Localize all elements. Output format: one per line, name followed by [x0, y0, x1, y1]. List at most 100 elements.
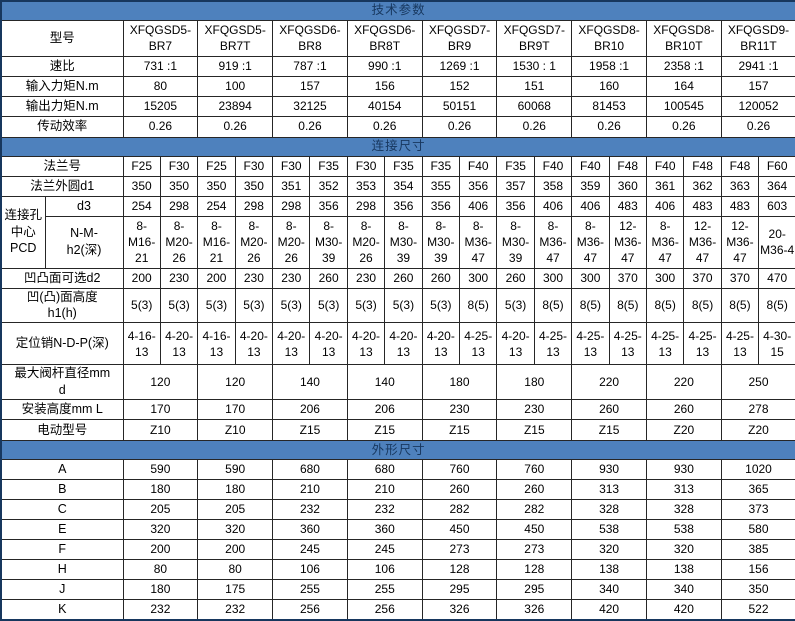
cell: 278 [720, 399, 795, 420]
row-label: 法兰号 [0, 155, 124, 177]
cell: 350 [159, 175, 199, 197]
cell: F40 [533, 155, 573, 177]
cell: 760 [496, 459, 573, 480]
section-bar-row: 技术参数 [0, 0, 795, 21]
table-row: 最大阀杆直径mm d 120 120 140 140 180 180 220 220 250 [0, 364, 795, 400]
cell: 260 [309, 267, 348, 289]
cell: 295 [421, 579, 498, 600]
cell: 731 :1 [122, 55, 199, 77]
section-bar-row: 外形尺寸 [0, 440, 795, 460]
cell: 4-20-13 [384, 322, 423, 366]
cell: 340 [645, 579, 722, 600]
row-label: 最大阀杆直径mm d [0, 364, 124, 400]
cell: Z15 [496, 419, 573, 441]
cell: 357 [496, 175, 535, 197]
cell: 373 [720, 499, 795, 520]
cell: 140 [346, 364, 423, 400]
cell: 100545 [645, 95, 722, 117]
row-sublabel: d3 [44, 195, 124, 217]
cell: XFQGSD5-BR7 [122, 19, 199, 57]
cell: 0.26 [197, 115, 274, 138]
table-row: 法兰号 F25 F30 F25 F30 F30 F35 F30 F35 F35 F40 F35 F40 F… [0, 155, 795, 177]
cell: XFQGSD8-BR10 [571, 19, 647, 57]
row-label: E [0, 519, 124, 540]
cell: 320 [645, 539, 722, 560]
cell: F48 [683, 155, 722, 177]
cell: 81453 [571, 95, 647, 117]
cell: 522 [720, 599, 795, 620]
row-sublabel: N-M- h2(深) [44, 215, 124, 269]
cell: 359 [571, 175, 610, 197]
cell: 483 [608, 195, 647, 217]
cell: 151 [496, 75, 573, 97]
row-label: J [0, 579, 124, 600]
cell: 4-30-15 [758, 322, 795, 366]
cell: 260 [496, 267, 535, 289]
cell: 355 [421, 175, 461, 197]
cell: Z20 [720, 419, 795, 441]
cell: F30 [346, 155, 386, 177]
cell: F30 [272, 155, 311, 177]
cell: 370 [720, 267, 760, 289]
cell: 340 [571, 579, 647, 600]
cell: F35 [421, 155, 461, 177]
cell: 157 [720, 75, 795, 97]
cell: 255 [346, 579, 423, 600]
cell: 8(5) [758, 287, 795, 324]
cell: 406 [459, 195, 498, 217]
cell: 8(5) [571, 287, 610, 324]
cell: 256 [346, 599, 423, 620]
cell: 356 [459, 175, 498, 197]
table-row: H 80 80 106 106 128 128 138 138 156 [0, 559, 795, 580]
cell: 298 [234, 195, 274, 217]
cell: 254 [122, 195, 161, 217]
cell: 80 [122, 75, 199, 97]
cell: 363 [720, 175, 760, 197]
row-label: 输出力矩N.m [0, 95, 124, 117]
cell: 356 [384, 195, 423, 217]
cell: 326 [496, 599, 573, 620]
cell: F48 [608, 155, 647, 177]
cell: 406 [571, 195, 610, 217]
cell: Z15 [421, 419, 498, 441]
table-row: 定位销N-D-P(深) 4-16-13 4-20-13 4-16-13 4-20-13 4… [0, 322, 795, 366]
cell: 120 [122, 364, 199, 400]
cell: 760 [421, 459, 498, 480]
cell: 8-M30-39 [384, 215, 423, 269]
cell: 930 [645, 459, 722, 480]
cell: 298 [159, 195, 199, 217]
cell: 282 [421, 499, 498, 520]
table-row: 凹(凸)面高度 h1(h) 5(3) 5(3) 5(3) 5(3) 5(3) 5(3) 5(3… [0, 287, 795, 324]
cell: 260 [496, 479, 573, 500]
row-label: B [0, 479, 124, 500]
cell: Z15 [571, 419, 647, 441]
cell: 360 [272, 519, 348, 540]
cell: 300 [571, 267, 610, 289]
cell: 8-M36-47 [533, 215, 573, 269]
cell: 680 [272, 459, 348, 480]
cell: 4-25-13 [459, 322, 498, 366]
cell: 8-M16-21 [122, 215, 161, 269]
table-row: 输入力矩N.m 80 100 157 156 152 151 160 164 157 [0, 75, 795, 97]
cell: 313 [571, 479, 647, 500]
cell: 157 [272, 75, 348, 97]
table-row: 速比 731 :1 919 :1 787 :1 990 :1 1269 :1 1530 : … [0, 55, 795, 77]
table-row: C 205 205 232 232 282 282 328 328 373 [0, 499, 795, 520]
table-row: A 590 590 680 680 760 760 930 930 1020 [0, 459, 795, 480]
cell: 8(5) [459, 287, 498, 324]
cell: 603 [758, 195, 795, 217]
table-row: B 180 180 210 210 260 260 313 313 365 [0, 479, 795, 500]
cell: 8(5) [683, 287, 722, 324]
cell: 128 [496, 559, 573, 580]
cell: 4-25-13 [608, 322, 647, 366]
table-row: 安装高度mm L 170 170 206 206 230 230 260 260 278 [0, 399, 795, 420]
cell: 160 [571, 75, 647, 97]
cell: 232 [197, 599, 274, 620]
cell: 8-M30-39 [496, 215, 535, 269]
cell: 358 [533, 175, 573, 197]
row-label: 传动效率 [0, 115, 124, 138]
cell: 50151 [421, 95, 498, 117]
cell: 206 [346, 399, 423, 420]
table-row: K 232 232 256 256 326 326 420 420 522 [0, 599, 795, 620]
cell: 320 [122, 519, 199, 540]
